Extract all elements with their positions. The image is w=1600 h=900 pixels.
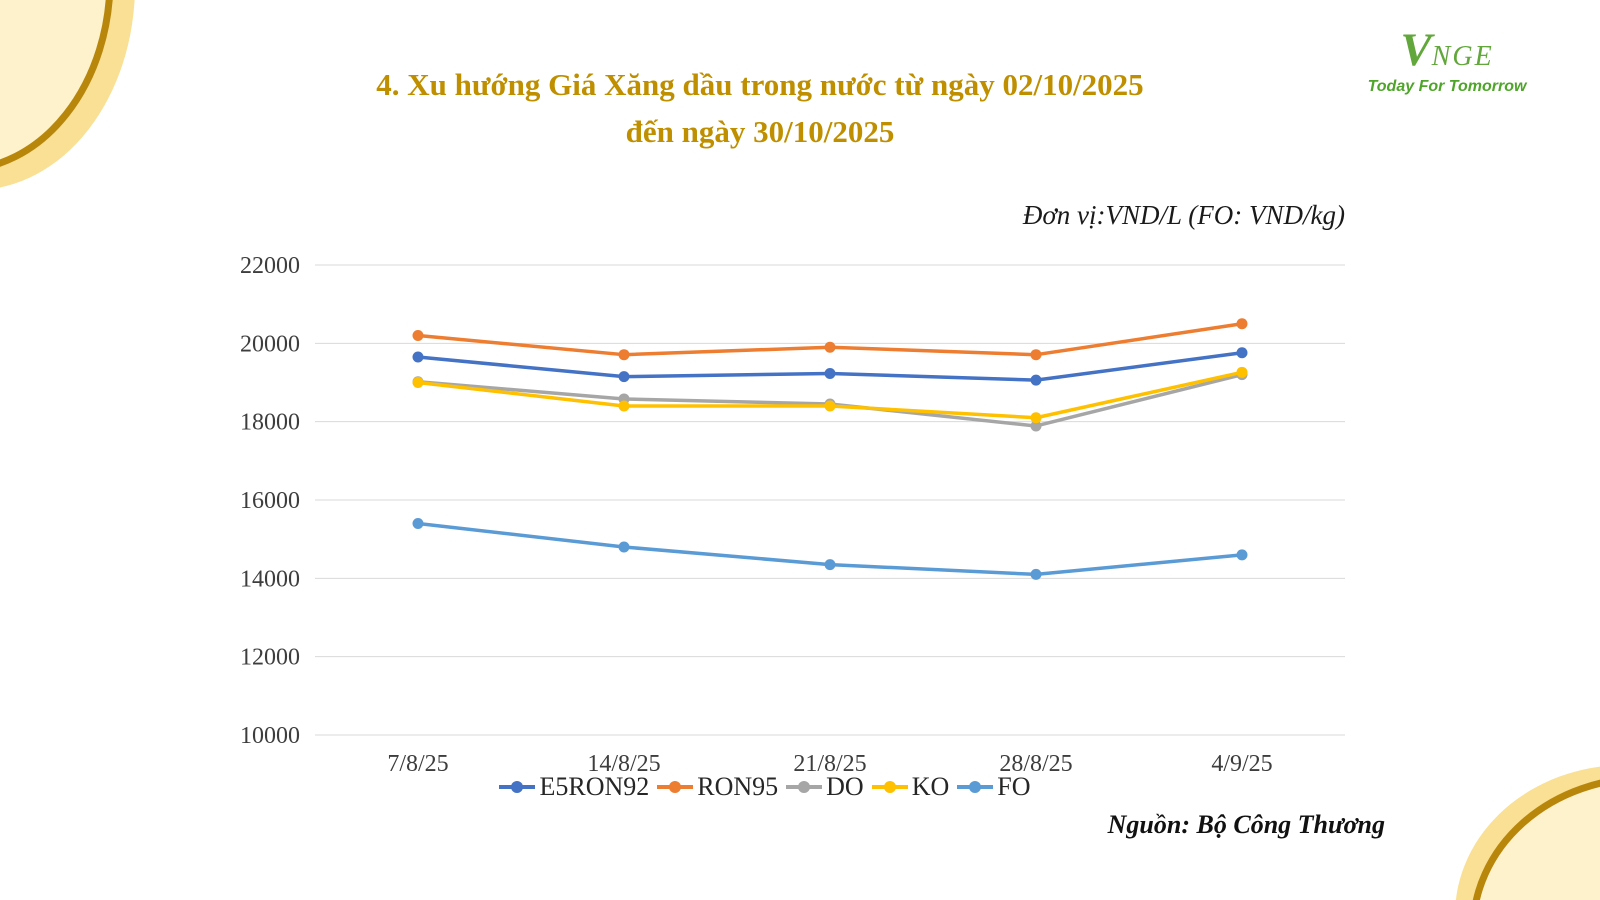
legend-label: RON95 [697,772,779,801]
series-marker-e5ron92 [618,371,630,383]
legend-item-ko: KO [871,772,950,802]
page-title: 4. Xu hướng Giá Xăng dầu trong nước từ n… [240,62,1280,155]
legend-label: E5RON92 [539,772,650,801]
vnge-logo-letters: NGE [1431,41,1494,72]
price-chart: 10000 12000 14000 16000 18000 20000 22000 7/8/2… [240,253,1345,777]
series-marker-ko [1030,412,1042,424]
y-axis-tick-label: 22000 [240,253,300,279]
legend-item-do: DO [786,772,864,802]
page-title-line1: 4. Xu hướng Giá Xăng dầu trong nước từ n… [376,67,1144,102]
series-marker-ko [412,377,424,388]
series-marker-e5ron92 [412,351,424,363]
y-axis-tick-label: 12000 [240,645,300,671]
y-axis-tick-label: 14000 [240,566,300,592]
x-axis-tick-label: 4/9/25 [1211,751,1272,777]
series-marker-ko [618,400,630,412]
series-marker-fo [824,559,836,571]
legend-marker-dot [969,781,982,793]
legend-item-ron95: RON95 [657,772,778,802]
series-marker-ron95 [1236,318,1248,330]
legend-marker-icon [499,781,536,793]
series-marker-fo [618,541,630,553]
series-marker-e5ron92 [1236,347,1248,359]
legend-label: FO [997,772,1031,801]
series-marker-ron95 [412,330,424,341]
legend-item-fo: FO [957,772,1031,802]
legend-marker-dot [511,781,524,793]
x-axis-tick-label: 21/8/25 [793,751,866,777]
series-marker-ron95 [824,341,836,353]
vnge-logo-tagline: Today For Tomorrow [1367,78,1527,96]
legend-marker-icon [957,781,994,793]
legend-marker-dot [883,781,896,793]
corner-decoration-top-left [0,0,135,188]
vnge-logo-v-glyph: V [1400,24,1432,76]
series-marker-ko [1236,366,1248,378]
unit-label: Đơn vị:VND/L (FO: VND/kg) [1022,200,1345,230]
series-marker-fo [1236,549,1248,561]
vnge-logo: VNGE Today For Tomorrow [1342,24,1552,96]
page-title-line2: đến ngày 30/10/2025 [625,113,895,149]
legend-marker-dot [798,781,811,793]
x-axis-tick-label: 14/8/25 [587,751,660,777]
legend-marker-icon [657,781,694,793]
vnge-logo-brand: VNGE [1342,24,1552,76]
series-marker-ko [824,400,836,412]
series-marker-fo [1030,568,1042,580]
y-axis-tick-label: 18000 [240,410,300,436]
legend-label: DO [826,772,864,801]
x-axis-tick-label: 7/8/25 [387,751,448,777]
legend-item-e5ron92: E5RON92 [499,772,649,802]
series-marker-do [1030,420,1042,432]
series-marker-ron95 [618,349,630,361]
y-axis-tick-label: 16000 [240,488,300,514]
series-marker-ron95 [1030,349,1042,361]
corner-decoration-bottom-right [1455,766,1600,900]
legend-marker-dot [669,781,682,793]
y-axis-tick-label: 10000 [240,723,300,749]
series-marker-e5ron92 [824,367,836,379]
y-axis-tick-label: 20000 [240,331,300,357]
legend-label: KO [911,772,950,801]
chart-legend: E5RON92 RON95 DO KO FO [195,772,1335,802]
legend-marker-icon [786,781,823,793]
x-axis-tick-label: 28/8/25 [999,751,1072,777]
source-credit: Nguồn: Bộ Công Thương [1107,810,1385,839]
series-marker-fo [412,518,424,529]
series-marker-e5ron92 [1030,374,1042,386]
legend-marker-icon [871,781,908,793]
